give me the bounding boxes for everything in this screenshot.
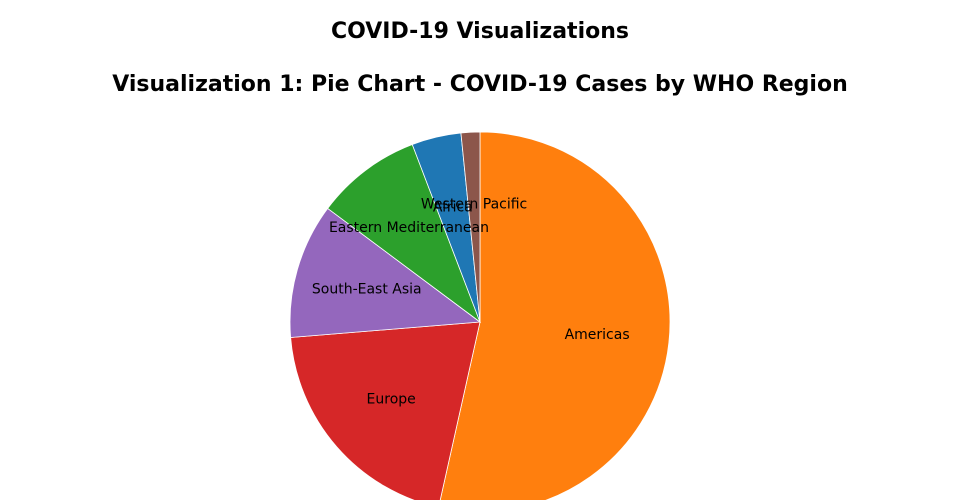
pie-slice-americas[interactable]: [439, 131, 671, 500]
pie-slice-western-pacific[interactable]: [460, 131, 481, 323]
pie-slice-eastern-mediterranean[interactable]: [327, 143, 481, 324]
pie-slice-south-east-asia[interactable]: [289, 207, 482, 338]
pie-label-south-east-asia: South-East Asia: [312, 281, 422, 297]
pie-label-western-pacific: Western Pacific: [421, 196, 527, 212]
pie-label-eastern-mediterranean: Eastern Mediterranean: [329, 220, 489, 236]
pie-label-africa: Africa: [433, 199, 473, 215]
pie-slices: [289, 131, 671, 500]
pie-label-americas: Americas: [565, 327, 630, 343]
pie-labels: Americas Europe South-East Asia Eastern Med…: [312, 196, 630, 407]
pie-label-europe: Europe: [367, 391, 416, 407]
pie-slice-europe[interactable]: [290, 321, 481, 500]
chart-title: Visualization 1: Pie Chart - COVID-19 Ca…: [112, 72, 848, 97]
page-title: COVID-19 Visualizations: [331, 19, 629, 44]
